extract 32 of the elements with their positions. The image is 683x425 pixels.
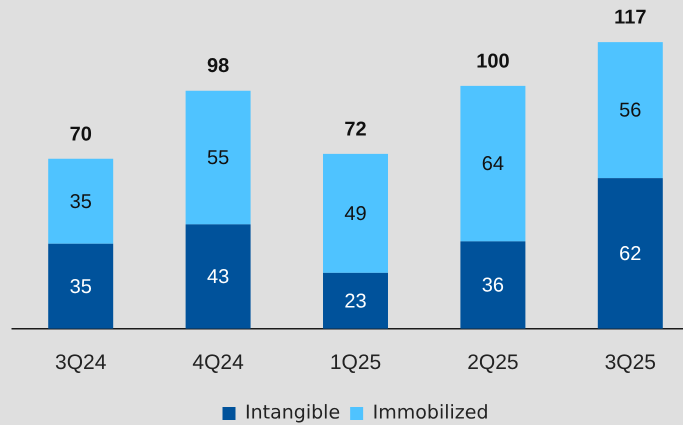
bar: [48, 158, 114, 244]
bar: [598, 42, 663, 178]
data-label: 55: [206, 147, 230, 170]
data-label: 35: [70, 190, 92, 213]
bar: [460, 241, 526, 329]
data-label: 56: [619, 100, 642, 122]
bar: [323, 154, 388, 273]
bar: [186, 224, 251, 329]
total-label: 72: [344, 118, 367, 140]
total-label: 117: [614, 6, 646, 29]
data-label: 49: [344, 202, 367, 225]
total-label: 100: [476, 50, 510, 72]
data-label: 62: [619, 243, 642, 266]
total-label: 70: [70, 123, 92, 146]
x-tick-label: 2Q25: [467, 351, 519, 374]
total-label: 98: [206, 55, 230, 78]
legend-label: Intangible: [244, 401, 340, 424]
bar: [323, 272, 388, 329]
data-label: 23: [344, 290, 367, 312]
x-tick-label: 1Q25: [330, 351, 382, 374]
data-label: 35: [70, 276, 92, 298]
bar: [460, 86, 526, 242]
data-label: 64: [482, 153, 504, 176]
x-tick-label: 4Q24: [192, 351, 244, 374]
bar: [48, 244, 114, 329]
x-tick-label: 3Q24: [55, 351, 107, 374]
data-label: 36: [482, 274, 504, 297]
legend-label: Immobilized: [372, 401, 489, 424]
bar: [186, 90, 251, 224]
x-tick-label: 3Q25: [604, 351, 656, 374]
data-label: 43: [206, 266, 230, 288]
bar: [598, 178, 663, 329]
